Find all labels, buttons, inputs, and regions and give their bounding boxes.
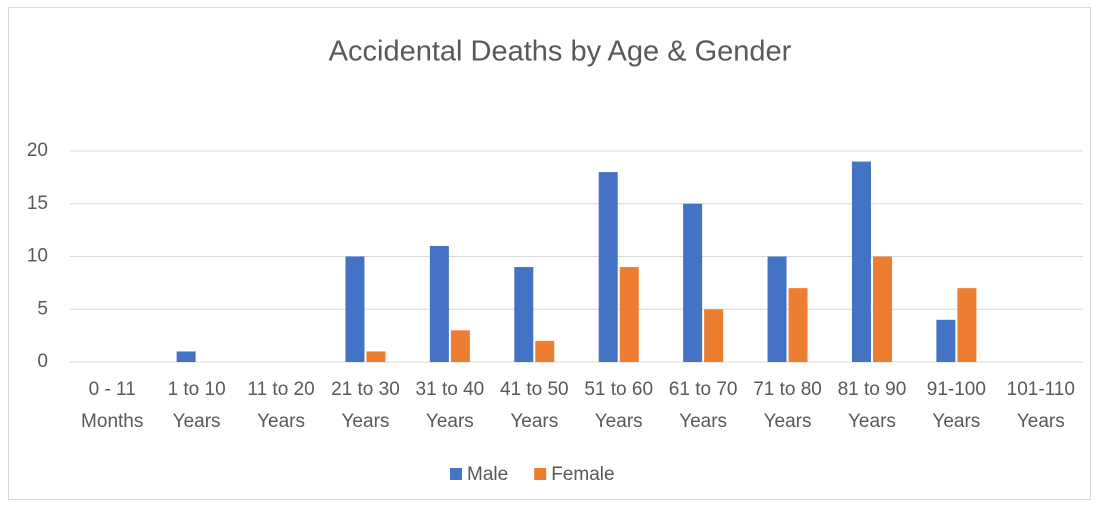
bar xyxy=(514,267,534,362)
bar xyxy=(450,330,470,362)
bar xyxy=(872,256,892,362)
x-tick-label: 11 to 20 xyxy=(247,379,314,400)
bar xyxy=(619,267,639,362)
bar xyxy=(366,351,386,362)
y-tick-label: 15 xyxy=(27,193,48,214)
bar xyxy=(957,288,977,362)
x-tick-label: 41 to 50 xyxy=(500,379,569,400)
bar xyxy=(851,161,871,362)
x-tick-label: 61 to 70 xyxy=(669,379,738,400)
x-tick-label: 31 to 40 xyxy=(416,379,485,400)
x-tick-label: Years xyxy=(342,411,390,432)
x-tick-label: 101-110 xyxy=(1007,379,1075,400)
y-tick-label: 0 xyxy=(37,351,48,372)
x-tick-label: 0 - 11 xyxy=(89,379,136,400)
legend-swatch xyxy=(450,468,462,480)
bar xyxy=(767,256,787,362)
x-tick-label: 51 to 60 xyxy=(584,379,653,400)
x-tick-label: Months xyxy=(81,411,143,432)
bar xyxy=(788,288,808,362)
legend-swatch xyxy=(534,468,547,480)
x-tick-label: Years xyxy=(848,411,896,432)
bar xyxy=(176,351,196,362)
bar xyxy=(704,309,724,362)
x-tick-label: Years xyxy=(257,411,305,432)
chart-border xyxy=(8,7,1091,500)
bar xyxy=(683,203,703,362)
x-tick-label: Years xyxy=(679,411,727,432)
x-tick-label: Years xyxy=(595,411,643,432)
x-tick-label: 91-100 xyxy=(927,379,986,400)
bar xyxy=(535,340,555,362)
x-tick-label: 81 to 90 xyxy=(838,379,907,400)
x-tick-label: Years xyxy=(932,411,980,432)
legend-label: Male xyxy=(467,464,508,485)
x-tick-label: Years xyxy=(764,411,812,432)
x-tick-label: Years xyxy=(1017,411,1065,432)
x-tick-label: Years xyxy=(510,411,558,432)
y-tick-label: 20 xyxy=(27,140,48,161)
x-tick-label: 1 to 10 xyxy=(168,379,226,400)
x-tick-label: Years xyxy=(173,411,221,432)
bar xyxy=(429,245,449,362)
x-tick-label: 21 to 30 xyxy=(331,379,400,400)
x-tick-label: 71 to 80 xyxy=(753,379,822,400)
x-tick-label: Years xyxy=(426,411,474,432)
chart-title: Accidental Deaths by Age & Gender xyxy=(329,36,792,68)
bar xyxy=(936,319,956,362)
legend-label: Female xyxy=(551,464,614,485)
bar xyxy=(598,172,618,362)
bar xyxy=(345,256,365,362)
y-tick-label: 5 xyxy=(37,298,48,319)
y-tick-label: 10 xyxy=(27,246,48,267)
